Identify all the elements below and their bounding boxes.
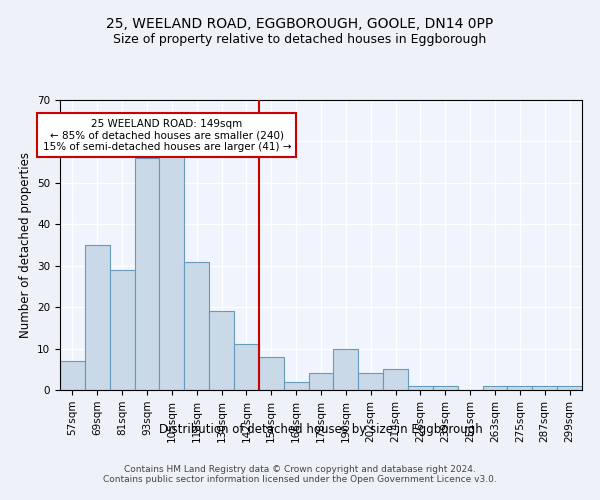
Text: Size of property relative to detached houses in Eggborough: Size of property relative to detached ho…: [113, 32, 487, 46]
Bar: [433, 386, 458, 390]
Y-axis label: Number of detached properties: Number of detached properties: [19, 152, 32, 338]
Bar: [557, 386, 582, 390]
Bar: [508, 386, 532, 390]
Text: Distribution of detached houses by size in Eggborough: Distribution of detached houses by size …: [159, 422, 483, 436]
Bar: [60, 361, 85, 390]
Bar: [308, 374, 334, 390]
Bar: [408, 386, 433, 390]
Bar: [234, 344, 259, 390]
Bar: [482, 386, 508, 390]
Bar: [532, 386, 557, 390]
Bar: [160, 154, 184, 390]
Bar: [110, 270, 134, 390]
Bar: [209, 312, 234, 390]
Bar: [383, 370, 408, 390]
Bar: [284, 382, 308, 390]
Bar: [184, 262, 209, 390]
Text: Contains HM Land Registry data © Crown copyright and database right 2024.
Contai: Contains HM Land Registry data © Crown c…: [103, 465, 497, 484]
Bar: [134, 158, 160, 390]
Text: 25, WEELAND ROAD, EGGBOROUGH, GOOLE, DN14 0PP: 25, WEELAND ROAD, EGGBOROUGH, GOOLE, DN1…: [106, 18, 494, 32]
Bar: [85, 245, 110, 390]
Bar: [334, 348, 358, 390]
Text: 25 WEELAND ROAD: 149sqm
← 85% of detached houses are smaller (240)
15% of semi-d: 25 WEELAND ROAD: 149sqm ← 85% of detache…: [43, 118, 291, 152]
Bar: [259, 357, 284, 390]
Bar: [358, 374, 383, 390]
